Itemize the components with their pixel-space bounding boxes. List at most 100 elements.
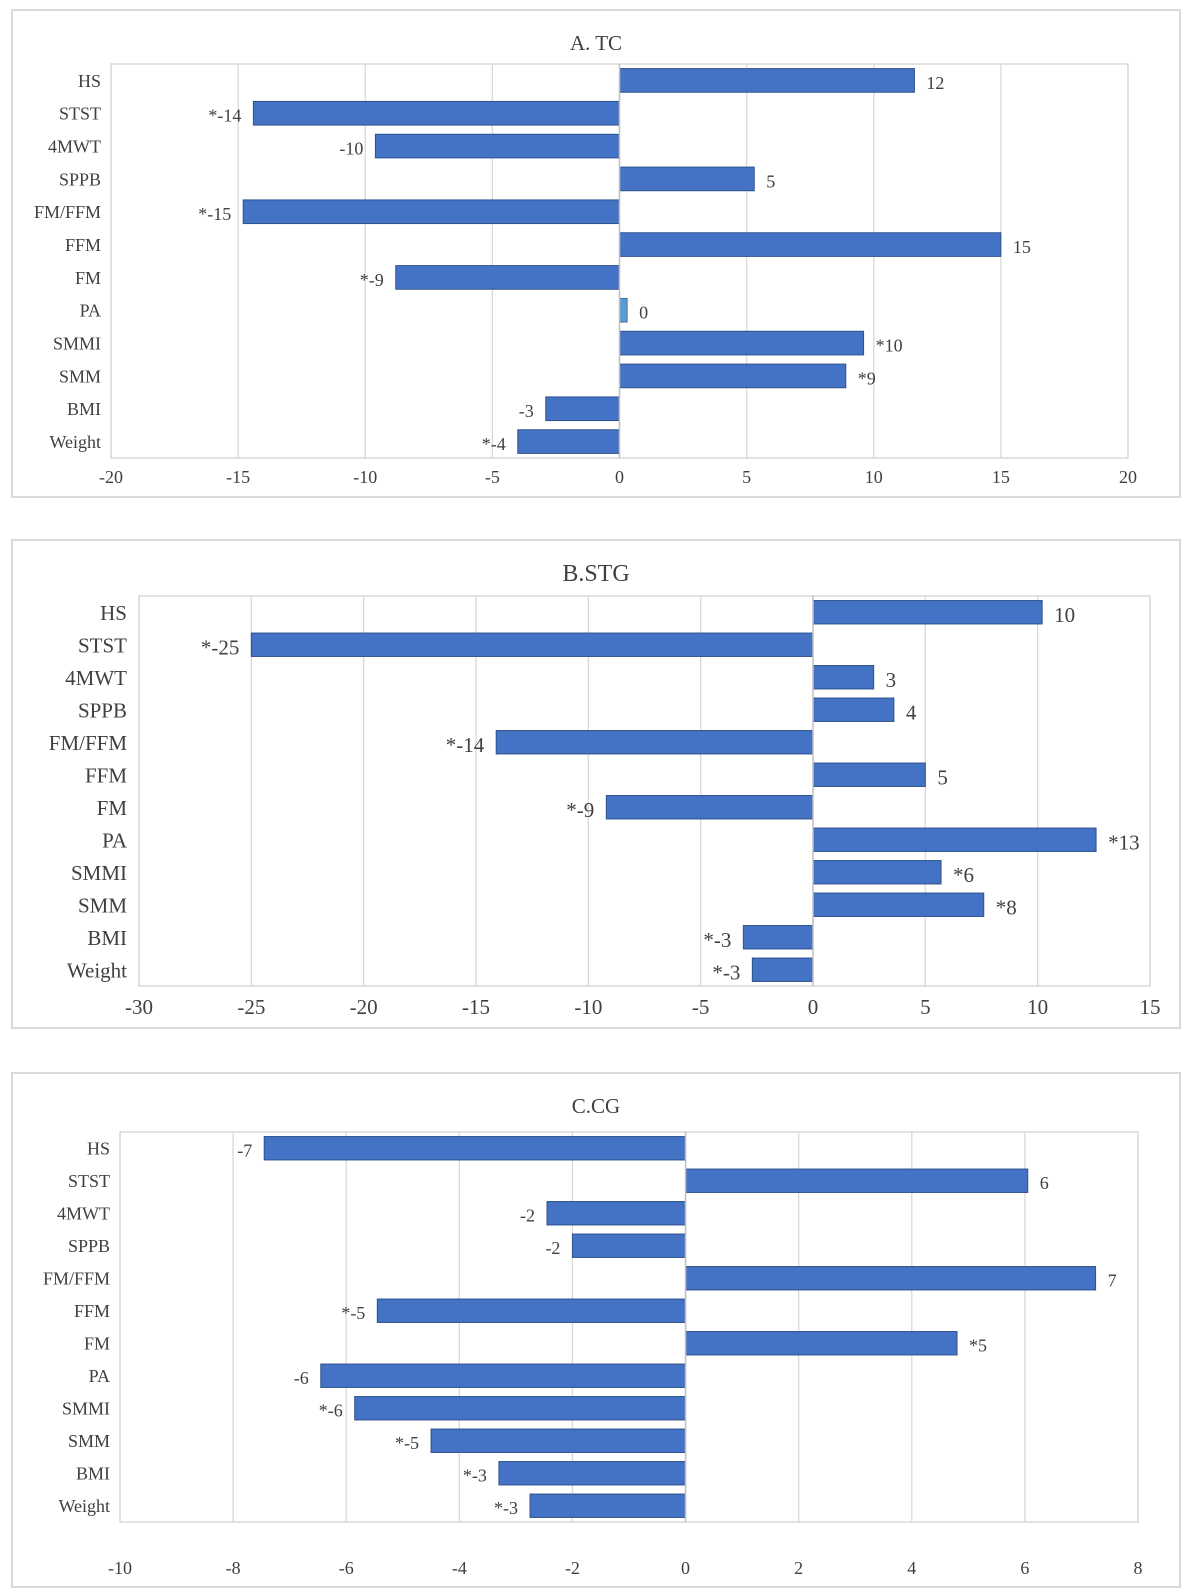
x-tick-label: 6 [1020,1558,1029,1578]
data-label: 4 [906,700,917,724]
data-label: *-3 [494,1498,518,1518]
chart-a-svg: -20 -15 -10 -5 0 5 10 15 20 HS 12 STST *-14 4MWT -10 SP… [34,63,1137,487]
bar [571,1233,687,1258]
category-label: FM [97,796,128,820]
x-tick-label: -5 [485,467,500,487]
bar [619,297,628,323]
bar [263,1136,687,1161]
bar [619,68,915,93]
bar [354,1396,687,1421]
data-label: 10 [1054,603,1075,627]
bar [495,730,814,755]
category-label: BMI [76,1464,110,1484]
category-label: HS [78,71,101,91]
bar [812,697,895,722]
category-label: FFM [85,763,127,787]
x-tick-label: 5 [920,995,931,1019]
category-label: SMMI [53,334,101,354]
category-label: SMM [59,366,101,386]
bar [374,133,621,159]
bar [812,860,942,885]
data-label: *-4 [482,434,506,454]
x-tick-label: -20 [350,995,378,1019]
x-tick-label: -5 [692,995,710,1019]
data-label: *9 [858,368,876,388]
category-label: FM [75,268,101,288]
x-tick-label: -15 [226,467,250,487]
bar [395,265,621,290]
category-label: STST [59,104,101,124]
data-label: *-5 [341,1303,365,1323]
x-tick-label: 15 [1140,995,1161,1019]
data-label: -3 [519,401,534,421]
bar [529,1493,687,1518]
x-tick-label: -10 [108,1558,132,1578]
x-tick-label: 2 [794,1558,803,1578]
data-label: *-9 [360,270,384,290]
bar [619,330,865,356]
bar [685,1331,958,1356]
data-label: *6 [953,863,974,887]
category-label: SPPB [78,698,127,722]
chart-c-svg: -10 -8 -6 -4 -2 0 2 4 6 8 HS -7 STST 6 4MWT -2 SPPB -2 FM/… [43,1131,1143,1578]
data-label: *-3 [463,1466,487,1486]
bar [812,892,985,917]
category-label: 4MWT [48,137,101,157]
bar [517,429,620,454]
x-tick-label: -2 [565,1558,580,1578]
data-label: *-14 [446,733,485,757]
data-label: 6 [1040,1173,1049,1193]
category-label: SMMI [62,1399,110,1419]
data-label: *-6 [319,1401,343,1421]
x-tick-label: -20 [99,467,123,487]
bar [376,1298,687,1323]
category-label: HS [87,1139,110,1159]
bar [619,363,847,389]
category-label: PA [102,828,128,852]
bar [430,1428,687,1453]
x-tick-label: 20 [1119,467,1137,487]
bar [250,632,814,657]
category-label: FFM [65,235,101,255]
chart-panel-a: A. TC -20 -15 -10 -5 0 5 10 15 20 HS 12 STST *-14 4MW… [11,9,1181,498]
category-label: STST [78,633,127,657]
category-label: Weight [49,432,101,452]
category-label: SPPB [68,1236,110,1256]
category-label: FM/FFM [43,1269,110,1289]
x-tick-label: 8 [1134,1558,1143,1578]
chart-panel-c: C.CG -10 -8 -6 -4 -2 0 2 4 6 8 HS -7 STST 6 4MWT -2 SPPB… [11,1072,1181,1588]
x-tick-label: -10 [574,995,602,1019]
data-label: 5 [937,765,948,789]
category-label: SMM [68,1431,110,1451]
chart-title: C.CG [571,1094,621,1118]
data-label: *8 [996,895,1017,919]
data-label: *-9 [566,798,594,822]
data-label: *-14 [208,106,241,126]
data-label: *-5 [395,1433,419,1453]
x-tick-label: 5 [742,467,751,487]
data-label: 15 [1013,237,1031,257]
bar [242,199,621,225]
bar [751,957,814,982]
category-label: PA [80,301,101,321]
category-label: 4MWT [57,1204,110,1224]
x-tick-label: 0 [615,467,624,487]
category-label: Weight [67,958,127,982]
data-label: *-25 [201,635,240,659]
data-label: *-15 [198,204,231,224]
category-label: FFM [74,1301,110,1321]
x-tick-label: -30 [125,995,153,1019]
x-tick-label: -15 [462,995,490,1019]
bar [545,396,621,422]
category-label: PA [89,1366,110,1386]
data-label: *-3 [703,928,731,952]
category-label: STST [68,1171,110,1191]
x-tick-label: 15 [992,467,1010,487]
chart-title: A. TC [569,31,623,55]
category-label: SPPB [59,169,101,189]
bar [546,1201,687,1226]
data-label: -6 [294,1368,309,1388]
data-label: *-3 [712,960,740,984]
data-label: 12 [926,73,944,93]
bar [812,827,1097,852]
